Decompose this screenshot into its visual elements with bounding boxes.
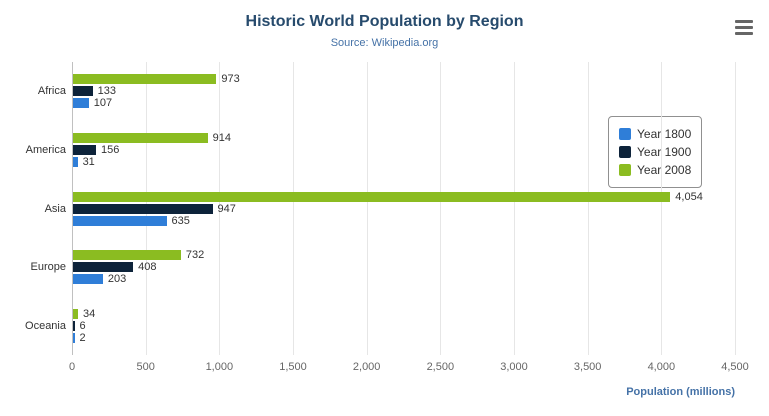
bar-year-1800-africa[interactable] bbox=[73, 98, 89, 109]
bar-year-1900-africa[interactable] bbox=[73, 86, 93, 97]
data-label: 156 bbox=[100, 143, 120, 156]
data-label: 31 bbox=[82, 155, 95, 168]
data-label: 4,054 bbox=[675, 190, 703, 203]
gridline bbox=[219, 62, 221, 355]
x-tick-label: 1,000 bbox=[205, 361, 234, 373]
gridline bbox=[293, 62, 294, 355]
bar-year-1900-america[interactable] bbox=[73, 144, 96, 155]
x-tick-label: 0 bbox=[68, 361, 76, 373]
legend-item-year-2008[interactable]: Year 2008 bbox=[619, 163, 691, 177]
data-label: 947 bbox=[217, 202, 236, 215]
bar-year-2008-africa[interactable] bbox=[73, 74, 217, 85]
y-axis-line bbox=[72, 62, 73, 355]
hamburger-bar bbox=[735, 32, 753, 35]
x-tick-label: 1,500 bbox=[279, 361, 307, 373]
legend-symbol bbox=[619, 146, 631, 158]
category-label-europe: Europe bbox=[30, 261, 66, 274]
gridline bbox=[661, 62, 663, 355]
bar-year-1800-asia[interactable] bbox=[73, 215, 167, 226]
data-label: 6 bbox=[79, 319, 86, 332]
legend-label: Year 1800 bbox=[637, 127, 692, 141]
legend: Year 1800 Year 1900 Year 2008 bbox=[608, 116, 703, 188]
bar-year-1800-europe[interactable] bbox=[73, 274, 103, 285]
data-label: 408 bbox=[138, 261, 157, 274]
gridline bbox=[514, 62, 515, 355]
data-label: 34 bbox=[83, 307, 96, 320]
category-label-oceania: Oceania bbox=[25, 319, 66, 332]
x-tick-label: 4,000 bbox=[647, 361, 676, 373]
data-label: 133 bbox=[97, 85, 116, 98]
x-tick-label: 2,500 bbox=[426, 361, 455, 373]
x-tick-label: 500 bbox=[136, 361, 155, 373]
bar-year-2008-oceania[interactable] bbox=[73, 308, 78, 319]
gridline bbox=[440, 62, 442, 355]
chart-title: Historic World Population by Region bbox=[245, 13, 524, 30]
data-label: 732 bbox=[185, 249, 205, 262]
category-label-america: America bbox=[25, 143, 66, 156]
legend-label: Year 2008 bbox=[637, 163, 692, 177]
hamburger-menu-icon[interactable] bbox=[733, 18, 755, 37]
x-axis-title: Population (millions) bbox=[626, 386, 735, 398]
legend-symbol bbox=[619, 128, 631, 140]
x-tick-label: 3,500 bbox=[573, 361, 602, 373]
hamburger-bar bbox=[735, 20, 753, 23]
hamburger-bar bbox=[735, 26, 753, 29]
bar-year-1900-europe[interactable] bbox=[73, 262, 134, 273]
x-tick-label: 2,000 bbox=[352, 361, 381, 373]
gridline bbox=[735, 62, 736, 355]
x-tick-label: 4,500 bbox=[721, 361, 749, 373]
data-label: 635 bbox=[171, 214, 190, 227]
gridline bbox=[587, 62, 589, 355]
bar-year-2008-america[interactable] bbox=[73, 132, 208, 143]
data-label: 2 bbox=[79, 331, 86, 344]
category-label-asia: Asia bbox=[44, 202, 66, 215]
legend-item-year-1800[interactable]: Year 1800 bbox=[619, 127, 691, 141]
x-tick-label: 3,000 bbox=[500, 361, 528, 373]
chart-subtitle: Source: Wikipedia.org bbox=[330, 37, 439, 49]
data-label: 107 bbox=[93, 97, 113, 110]
bar-year-1800-oceania[interactable] bbox=[73, 332, 75, 343]
legend-label: Year 1900 bbox=[637, 145, 692, 159]
bar-year-1800-america[interactable] bbox=[73, 156, 78, 167]
bar-year-2008-europe[interactable] bbox=[73, 250, 181, 261]
category-label-africa: Africa bbox=[37, 85, 66, 98]
bar-year-2008-asia[interactable] bbox=[73, 191, 671, 202]
legend-symbol bbox=[619, 164, 631, 176]
legend-item-year-1900[interactable]: Year 1900 bbox=[619, 145, 691, 159]
data-label: 914 bbox=[212, 131, 232, 144]
bar-year-1900-asia[interactable] bbox=[73, 203, 213, 214]
data-label: 203 bbox=[107, 273, 127, 286]
gridline bbox=[366, 62, 368, 355]
data-label: 973 bbox=[221, 73, 240, 86]
bar-year-1900-oceania[interactable] bbox=[73, 320, 75, 331]
